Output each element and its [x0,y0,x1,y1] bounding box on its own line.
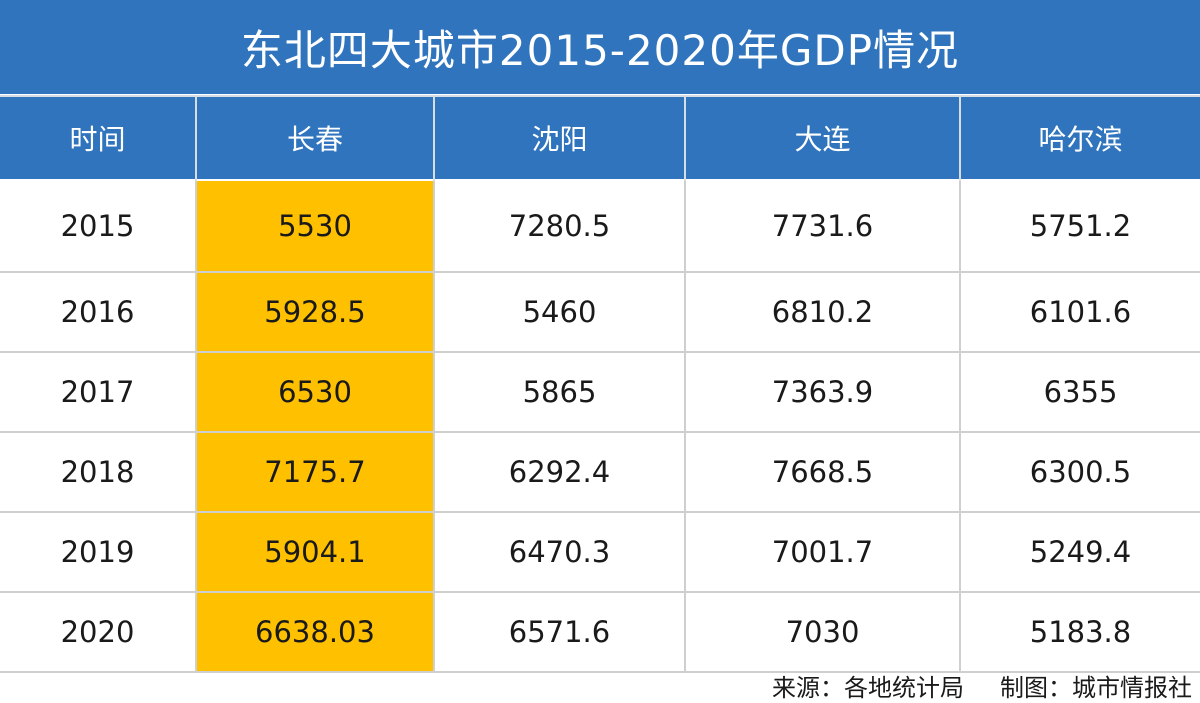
column-header-time: 时间 [0,95,197,180]
dalian-cell: 7030 [685,592,961,673]
harbin-cell: 5751.2 [960,179,1200,273]
changchun-cell: 5928.5 [196,272,435,353]
dalian-cell: 7731.6 [685,179,961,273]
harbin-cell: 6300.5 [960,432,1200,513]
shenyang-cell: 6292.4 [434,432,686,513]
year-cell: 2017 [0,352,197,433]
table-row: 2020 6638.03 6571.6 7030 5183.8 [0,592,1200,673]
source-text: 来源：各地统计局 [772,674,964,702]
chart-title: 东北四大城市2015-2020年GDP情况 [240,25,960,75]
dalian-cell: 7001.7 [685,512,961,593]
column-header-dalian: 大连 [685,95,961,180]
table-row: 2018 7175.7 6292.4 7668.5 6300.5 [0,432,1200,513]
changchun-cell: 6638.03 [196,592,435,673]
column-header-changchun: 长春 [196,95,435,180]
gdp-table: 时间 长春 沈阳 大连 哈尔滨 2015 5530 7280.5 7731.6 … [0,95,1200,673]
table-row: 2019 5904.1 6470.3 7001.7 5249.4 [0,512,1200,593]
dalian-cell: 7363.9 [685,352,961,433]
column-header-shenyang: 沈阳 [434,95,686,180]
year-cell: 2018 [0,432,197,513]
shenyang-cell: 6571.6 [434,592,686,673]
changchun-cell: 7175.7 [196,432,435,513]
credit-text: 制图：城市情报社 [1000,674,1192,702]
table-row: 2017 6530 5865 7363.9 6355 [0,352,1200,433]
harbin-cell: 5183.8 [960,592,1200,673]
table-row: 2016 5928.5 5460 6810.2 6101.6 [0,272,1200,353]
year-cell: 2016 [0,272,197,353]
shenyang-cell: 6470.3 [434,512,686,593]
changchun-cell: 5904.1 [196,512,435,593]
harbin-cell: 6101.6 [960,272,1200,353]
shenyang-cell: 5865 [434,352,686,433]
changchun-cell: 5530 [196,179,435,273]
harbin-cell: 6355 [960,352,1200,433]
harbin-cell: 5249.4 [960,512,1200,593]
table-row: 2015 5530 7280.5 7731.6 5751.2 [0,179,1200,273]
year-cell: 2019 [0,512,197,593]
year-cell: 2015 [0,179,197,273]
dalian-cell: 7668.5 [685,432,961,513]
source-note: 来源：各地统计局 制图：城市情报社 [772,668,1192,703]
year-cell: 2020 [0,592,197,673]
shenyang-cell: 5460 [434,272,686,353]
dalian-cell: 6810.2 [685,272,961,353]
shenyang-cell: 7280.5 [434,179,686,273]
column-header-harbin: 哈尔滨 [960,95,1200,180]
header-row: 时间 长春 沈阳 大连 哈尔滨 [0,95,1200,180]
changchun-cell: 6530 [196,352,435,433]
title-bar: 东北四大城市2015-2020年GDP情况 [0,0,1200,94]
